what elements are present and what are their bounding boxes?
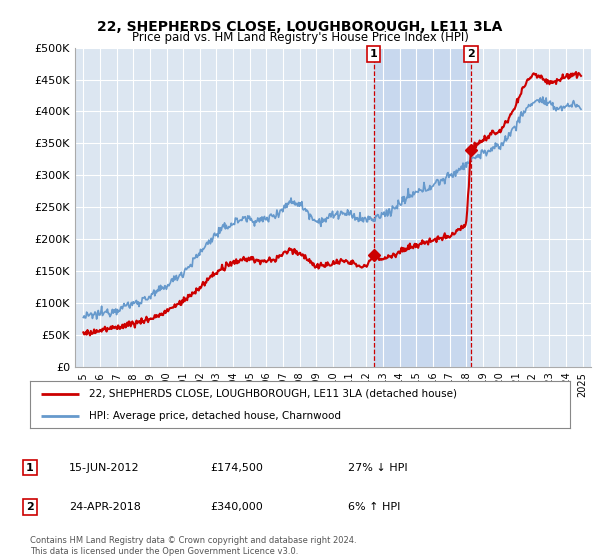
- Bar: [374, 48, 471, 367]
- Text: 22, SHEPHERDS CLOSE, LOUGHBOROUGH, LE11 3LA (detached house): 22, SHEPHERDS CLOSE, LOUGHBOROUGH, LE11 …: [89, 389, 457, 399]
- Text: 1: 1: [26, 463, 34, 473]
- Text: Contains HM Land Registry data © Crown copyright and database right 2024.
This d: Contains HM Land Registry data © Crown c…: [30, 536, 356, 556]
- Text: Price paid vs. HM Land Registry's House Price Index (HPI): Price paid vs. HM Land Registry's House …: [131, 31, 469, 44]
- Text: HPI: Average price, detached house, Charnwood: HPI: Average price, detached house, Char…: [89, 410, 341, 421]
- Text: 24-APR-2018: 24-APR-2018: [69, 502, 141, 512]
- Text: £340,000: £340,000: [210, 502, 263, 512]
- Text: 27% ↓ HPI: 27% ↓ HPI: [348, 463, 407, 473]
- Text: 15-JUN-2012: 15-JUN-2012: [69, 463, 140, 473]
- Text: 2: 2: [467, 49, 475, 59]
- Text: 6% ↑ HPI: 6% ↑ HPI: [348, 502, 400, 512]
- Text: £174,500: £174,500: [210, 463, 263, 473]
- Text: 22, SHEPHERDS CLOSE, LOUGHBOROUGH, LE11 3LA: 22, SHEPHERDS CLOSE, LOUGHBOROUGH, LE11 …: [97, 20, 503, 34]
- Text: 1: 1: [370, 49, 377, 59]
- Text: 2: 2: [26, 502, 34, 512]
